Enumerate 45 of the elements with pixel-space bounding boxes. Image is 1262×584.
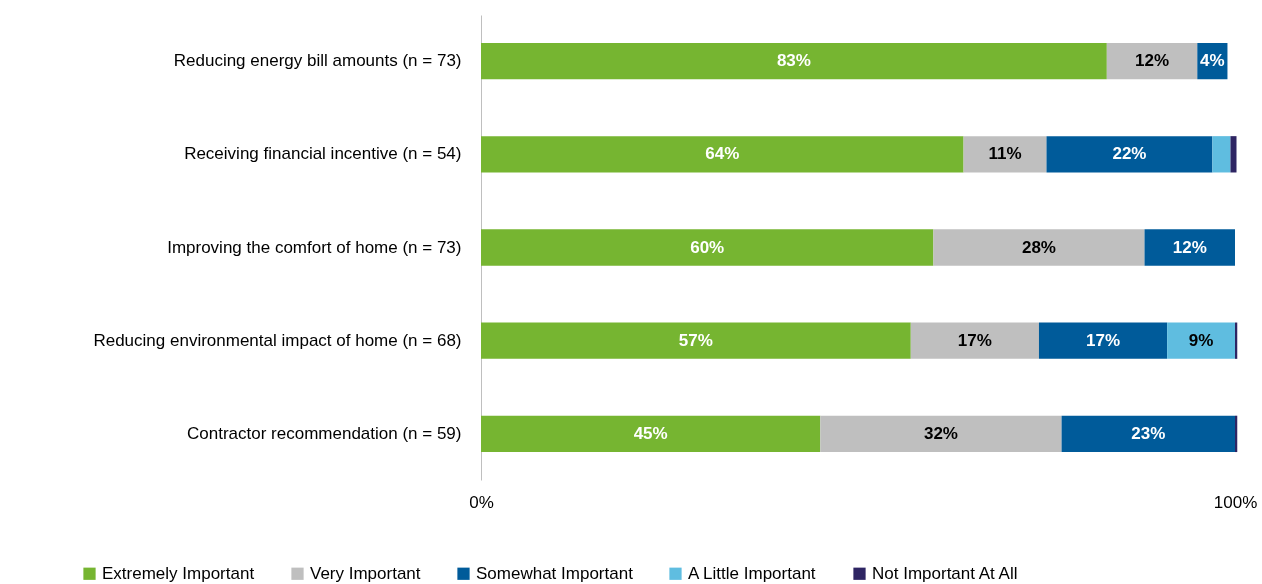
bar — [1061, 415, 1235, 453]
y-tick-label: Improving the comfort of home (n = 73) — [167, 237, 462, 257]
data-label: 32% — [923, 423, 958, 443]
y-tick-label: Reducing environmental impact of home (n = 68) — [93, 330, 462, 350]
bar — [1106, 42, 1198, 80]
bar — [481, 42, 1107, 80]
bar — [1167, 322, 1235, 359]
legend-label: Not Important At All — [872, 563, 1018, 583]
bar — [910, 322, 1039, 359]
bar — [481, 136, 964, 173]
bar — [933, 229, 1145, 266]
data-label: 4% — [1200, 51, 1225, 71]
legend-label: Extremely Important — [102, 563, 255, 583]
legend-label: Somewhat Important — [476, 563, 634, 583]
y-tick-label: Receiving financial incentive (n = 54) — [184, 144, 462, 164]
data-label: 83% — [776, 51, 811, 71]
bar — [820, 415, 1062, 453]
legend-label: Very Important — [310, 563, 421, 583]
x-tick-label: 100% — [1213, 492, 1258, 512]
bar — [1046, 136, 1213, 173]
data-label: 12% — [1135, 51, 1170, 71]
data-label: 17% — [957, 330, 992, 350]
data-label: 17% — [1086, 330, 1121, 350]
data-label: 9% — [1188, 330, 1214, 350]
data-label: 12% — [1172, 237, 1207, 257]
bar — [481, 415, 821, 453]
data-label: 11% — [988, 144, 1022, 164]
data-label: 57% — [678, 330, 713, 350]
data-label: 23% — [1131, 423, 1166, 443]
data-label: 64% — [705, 144, 740, 164]
bar — [1038, 322, 1168, 359]
data-label: 22% — [1112, 144, 1147, 164]
bar — [1230, 136, 1237, 173]
bar — [1144, 229, 1235, 266]
legend-label: A Little Important — [688, 563, 816, 583]
y-tick-label: Reducing energy bill amounts (n = 73) — [173, 51, 462, 71]
bar — [1212, 136, 1231, 173]
data-label: 45% — [633, 423, 668, 443]
y-tick-label: Contractor recommendation (n = 59) — [187, 423, 462, 443]
x-tick-label: 0% — [469, 492, 494, 512]
data-label: 28% — [1021, 237, 1056, 257]
bar — [481, 229, 934, 266]
bar — [481, 322, 911, 359]
data-label: 60% — [690, 237, 725, 257]
bar — [963, 136, 1047, 173]
